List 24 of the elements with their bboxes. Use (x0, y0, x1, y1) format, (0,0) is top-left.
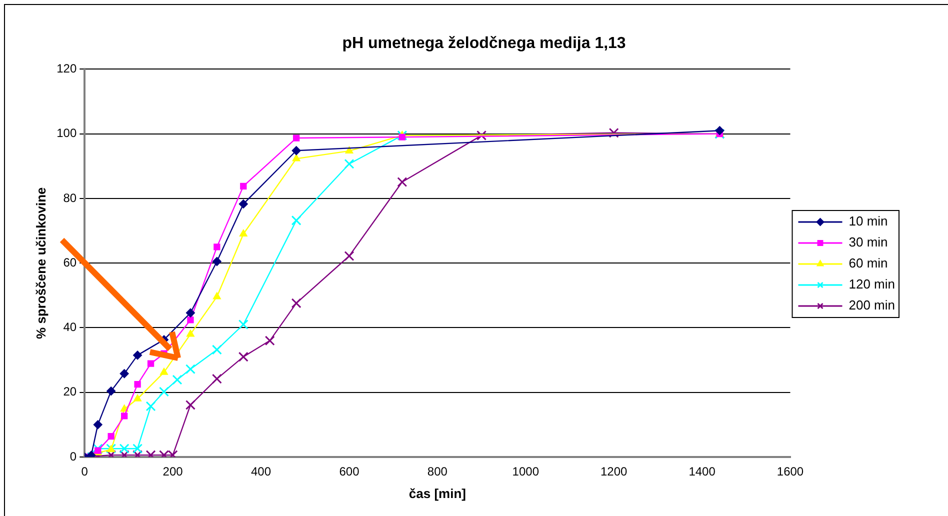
x-tick-label: 0 (81, 464, 88, 479)
legend-label: 120 min (848, 276, 895, 292)
x-tick-label: 1400 (688, 464, 716, 479)
y-tick-label: 60 (63, 255, 77, 270)
y-tick-label: 0 (70, 449, 77, 464)
y-tick-label: 80 (63, 190, 77, 205)
x-tick-label: 400 (251, 464, 272, 479)
x-tick-label: 800 (427, 464, 448, 479)
legend-label: 10 min (848, 214, 888, 229)
x-tick-label: 1200 (600, 464, 628, 479)
x-tick-label: 1000 (512, 464, 540, 479)
y-tick-label: 20 (63, 384, 77, 399)
legend-label: 60 min (848, 256, 888, 271)
x-tick-label: 600 (339, 464, 360, 479)
y-tick-label: 120 (56, 62, 77, 76)
legend-label: 30 min (848, 234, 888, 250)
chart-title: pH umetnega želodčnega medija 1,13 (342, 35, 626, 52)
x-tick-label: 200 (162, 464, 184, 479)
y-axis-title: % sproščene učinkovine (33, 187, 48, 339)
y-tick-label: 100 (56, 126, 77, 140)
y-tick-label: 40 (63, 320, 77, 334)
x-axis-title: čas [min] (408, 486, 466, 501)
legend-label: 200 min (848, 298, 895, 313)
x-tick-label: 1600 (776, 464, 804, 479)
